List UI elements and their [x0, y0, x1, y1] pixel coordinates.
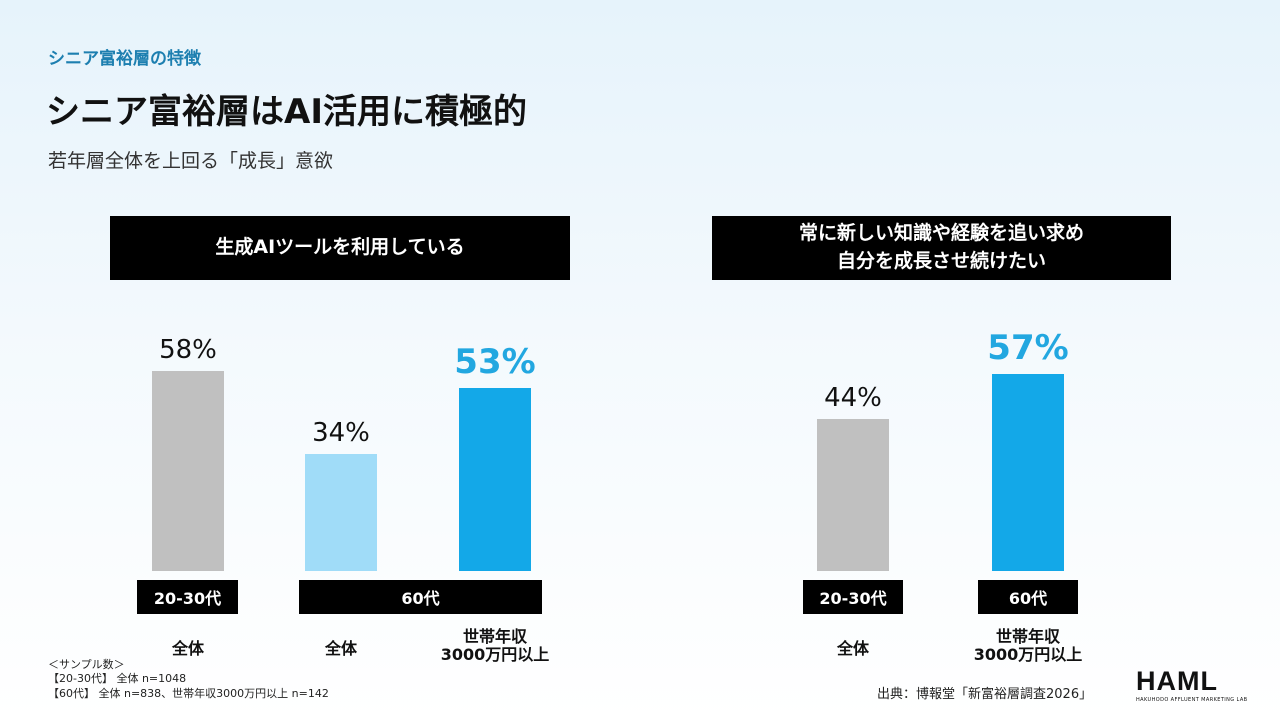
category-label: 全体	[324, 639, 357, 658]
haml-logo: HAML HAKUHODO AFFLUENT MARKETING LAB	[1136, 666, 1248, 704]
group-label: 60代	[978, 580, 1078, 614]
chart-title-line: 常に新しい知識や経験を追い求め	[798, 222, 1084, 245]
section-label: シニア富裕層の特徴	[48, 49, 201, 69]
sample-note-line: 【20-30代】 全体 n=1048	[48, 672, 187, 686]
bar	[992, 374, 1064, 571]
source-citation: 出典：博報堂「新富裕層調査2026」	[877, 687, 1093, 702]
chart-title-line: 生成AIツールを利用している	[215, 236, 465, 259]
bar	[152, 370, 224, 571]
data-label: 34%	[312, 417, 370, 448]
page-subtitle: 若年層全体を上回る「成長」意欲	[48, 150, 334, 172]
logo-tagline: HAKUHODO AFFLUENT MARKETING LAB	[1136, 697, 1248, 703]
logo-wordmark: HAML	[1136, 666, 1218, 696]
bar	[817, 419, 889, 571]
data-label: 57%	[987, 328, 1069, 369]
data-label: 44%	[824, 383, 882, 414]
sample-note-line: 【60代】 全体 n=838、世帯年収3000万円以上 n=142	[48, 686, 329, 700]
chart-title-ai-usage: 生成AIツールを利用している	[110, 216, 570, 280]
chart-title-line: 自分を成長させ続けたい	[836, 250, 1046, 272]
bar	[305, 453, 377, 571]
group-label: 20-30代	[137, 580, 238, 614]
data-label: 58%	[159, 334, 217, 365]
chart-title-growth: 常に新しい知識や経験を追い求め 自分を成長させ続けたい	[712, 216, 1171, 280]
page-title: シニア富裕層はAI活用に積極的	[46, 92, 527, 132]
group-label: 20-30代	[803, 580, 903, 614]
bar	[459, 388, 531, 571]
category-label: 世帯年収 3000万円以上	[973, 627, 1083, 665]
sample-size-note: ＜サンプル数＞ 【20-30代】 全体 n=1048 【60代】 全体 n=83…	[48, 658, 329, 701]
sample-note-heading: ＜サンプル数＞	[48, 658, 125, 671]
category-label: 全体	[836, 639, 869, 658]
data-label: 53%	[454, 342, 536, 383]
category-label: 世帯年収 3000万円以上	[440, 627, 550, 665]
group-label: 60代	[299, 580, 542, 614]
category-label: 全体	[171, 639, 204, 658]
